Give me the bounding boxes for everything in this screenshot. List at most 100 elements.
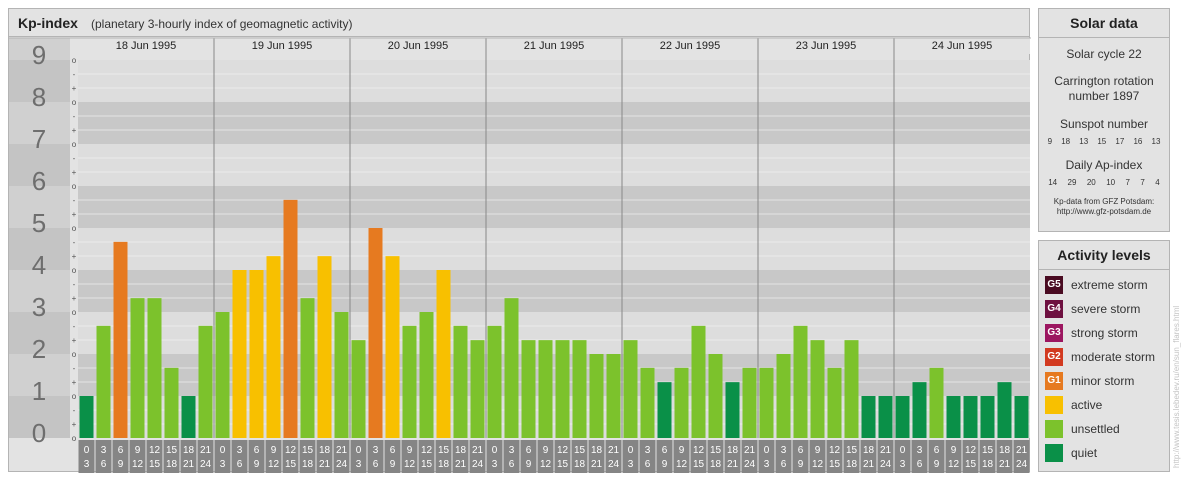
legend-label: severe storm <box>1071 302 1141 316</box>
day-label: 24 Jun 1995 <box>932 40 993 52</box>
time-cell <box>78 440 95 473</box>
time-start-label: 3 <box>373 445 379 456</box>
minor-mark: + <box>72 126 77 135</box>
time-end-label: 12 <box>676 459 688 470</box>
ap-value: 20 <box>1086 178 1096 187</box>
time-end-label: 15 <box>829 459 841 470</box>
kp-bar <box>487 325 502 438</box>
time-cell <box>792 440 809 473</box>
time-cell <box>231 440 248 473</box>
time-cell <box>503 440 520 473</box>
time-start-label: 9 <box>679 445 685 456</box>
minor-mark: o <box>72 392 77 401</box>
legend-swatch: G3 <box>1045 324 1063 342</box>
sunspot-value: 18 <box>1061 137 1071 146</box>
time-cell <box>537 440 554 473</box>
time-start-label: 18 <box>183 445 195 456</box>
minor-mark-column <box>70 38 78 438</box>
time-start-label: 6 <box>934 445 940 456</box>
minor-mark: o <box>72 350 77 359</box>
time-start-label: 12 <box>693 445 705 456</box>
kp-bar <box>334 312 349 438</box>
time-start-label: 18 <box>999 445 1011 456</box>
time-start-label: 9 <box>271 445 277 456</box>
y-axis-band-alt <box>9 396 70 438</box>
minor-mark: o <box>72 98 77 107</box>
ap-value: 29 <box>1067 178 1077 187</box>
legend-swatch: G4 <box>1045 300 1063 318</box>
y-tick-label: 4 <box>32 250 46 280</box>
kp-bar <box>708 354 723 438</box>
time-end-label: 6 <box>373 459 379 470</box>
time-cell <box>962 440 979 473</box>
time-cell <box>588 440 605 473</box>
activity-legend: G5 extreme storm G4 severe storm G3 strong st… <box>1039 273 1169 465</box>
time-end-label: 21 <box>591 459 603 470</box>
time-end-label: 9 <box>390 459 396 470</box>
legend-item: unsettled <box>1045 417 1169 441</box>
minor-mark: + <box>72 84 77 93</box>
time-end-label: 15 <box>557 459 569 470</box>
minor-mark: o <box>72 182 77 191</box>
ap-value: 7 <box>1140 178 1145 187</box>
legend-item: G1 minor storm <box>1045 369 1169 393</box>
kp-bar <box>895 396 910 438</box>
ap-value: 10 <box>1106 178 1116 187</box>
time-end-label: 18 <box>574 459 586 470</box>
ap-value: 7 <box>1125 178 1130 187</box>
y-axis-band-alt <box>9 60 70 102</box>
y-tick-label: 7 <box>32 124 46 154</box>
minor-mark: - <box>73 238 76 247</box>
day-label: 23 Jun 1995 <box>796 40 857 52</box>
time-cell <box>605 440 622 473</box>
y-tick-label: 0 <box>32 418 46 448</box>
time-cell <box>282 440 299 473</box>
minor-mark: - <box>73 406 76 415</box>
time-end-label: 9 <box>254 459 260 470</box>
time-start-label: 9 <box>135 445 141 456</box>
time-end-label: 15 <box>421 459 433 470</box>
legend-label: unsettled <box>1071 422 1120 436</box>
kp-bar <box>929 367 944 438</box>
day-label: 18 Jun 1995 <box>116 40 177 52</box>
kp-bar <box>946 396 961 438</box>
kp-bar <box>912 382 927 438</box>
kp-band <box>78 60 1030 102</box>
minor-mark: - <box>73 280 76 289</box>
legend-label: moderate storm <box>1071 350 1156 364</box>
time-cell <box>996 440 1013 473</box>
sunspot-value: 9 <box>1047 137 1053 146</box>
time-start-label: 3 <box>781 445 787 456</box>
time-cell <box>707 440 724 473</box>
legend-item: quiet <box>1045 441 1169 465</box>
time-end-label: 6 <box>101 459 107 470</box>
time-end-label: 18 <box>302 459 314 470</box>
chart-header: Kp-index (planetary 3-hourly index of ge… <box>9 9 1029 37</box>
kp-bar <box>861 396 876 438</box>
legend-label: active <box>1071 398 1103 412</box>
kp-bar <box>1014 396 1029 438</box>
time-start-label: 3 <box>645 445 651 456</box>
kp-bar <box>436 270 451 438</box>
ap-values: 14 29 20 10 7 7 4 <box>1039 178 1169 187</box>
day-label: 19 Jun 1995 <box>252 40 313 52</box>
y-axis-band-alt <box>9 312 70 354</box>
time-cell <box>435 440 452 473</box>
time-start-label: 12 <box>965 445 977 456</box>
time-start-label: 6 <box>118 445 124 456</box>
kp-bar <box>589 354 604 438</box>
carrington-line2: number 1897 <box>1068 89 1140 103</box>
kp-bar <box>385 256 400 438</box>
time-cell <box>197 440 214 473</box>
time-start-label: 18 <box>727 445 739 456</box>
time-cell <box>146 440 163 473</box>
time-cell <box>265 440 282 473</box>
kp-bar <box>232 270 247 438</box>
kp-band <box>78 102 1030 144</box>
day-label: 21 Jun 1995 <box>524 40 585 52</box>
minor-mark: + <box>72 210 77 219</box>
time-start-label: 12 <box>149 445 161 456</box>
time-cell <box>894 440 911 473</box>
time-end-label: 21 <box>999 459 1011 470</box>
kp-bar <box>878 396 893 438</box>
